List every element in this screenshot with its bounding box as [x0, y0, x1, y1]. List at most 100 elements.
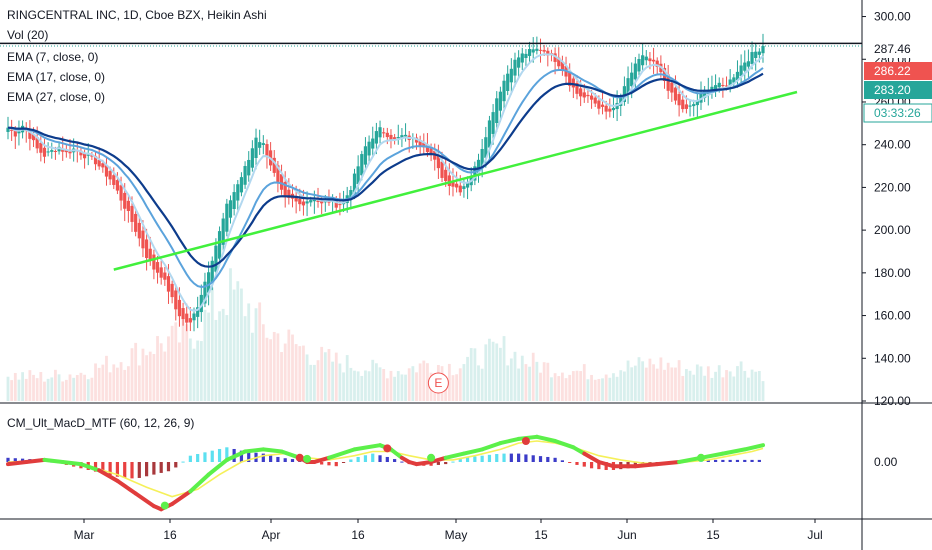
candle-body	[207, 272, 211, 293]
candle-body	[732, 77, 736, 83]
candle-body	[68, 151, 72, 154]
candle	[243, 161, 247, 189]
candle-body	[367, 141, 371, 156]
volume-bar	[531, 352, 535, 401]
candle-body	[247, 159, 251, 176]
candle	[258, 129, 262, 155]
candle-body	[754, 51, 758, 58]
trendline[interactable]	[113, 90, 798, 271]
volume-bar	[743, 370, 747, 401]
price-badge-text: 283.20	[874, 83, 911, 97]
candle-body	[761, 45, 765, 54]
indicator-tick-label: 0.00	[874, 455, 898, 469]
macd-histogram-bar	[371, 453, 375, 462]
volume-bar	[218, 311, 221, 401]
volume-bar	[757, 370, 761, 401]
candle	[185, 303, 189, 332]
candle	[498, 86, 502, 122]
volume-bar	[509, 358, 513, 401]
volume-bar	[633, 365, 637, 401]
candle	[254, 128, 258, 170]
candle-body	[491, 112, 495, 134]
candle-body	[53, 150, 58, 152]
candle-body	[681, 99, 685, 110]
volume-bar	[250, 332, 254, 401]
candle	[535, 36, 539, 55]
volume-bar	[458, 368, 462, 401]
candle	[64, 144, 68, 158]
candle	[692, 99, 696, 117]
macd-histogram-bar	[108, 462, 112, 476]
volume-bar	[309, 364, 313, 401]
candle-body	[651, 59, 656, 62]
candle-body	[170, 283, 174, 298]
candle	[710, 75, 714, 99]
volume-bar	[145, 355, 148, 401]
volume-bar	[415, 372, 418, 401]
candle-body	[553, 53, 557, 62]
macd-line-segment	[352, 443, 383, 452]
volume-bar	[342, 372, 345, 401]
volume-bar	[601, 378, 604, 401]
candle	[217, 226, 222, 266]
candle	[39, 131, 43, 162]
macd-line-segment	[261, 447, 284, 454]
volume-bar	[32, 374, 35, 401]
volume-bar	[21, 372, 24, 401]
ema-7-label: EMA (7, close, 0)	[7, 50, 99, 64]
volume-bar	[28, 370, 32, 401]
volume-bar	[108, 372, 112, 401]
volume-bar	[43, 381, 46, 401]
candle	[761, 33, 765, 63]
candle-body	[17, 131, 21, 134]
candle	[538, 38, 543, 63]
volume-bar	[50, 377, 54, 401]
candle	[695, 92, 699, 118]
volume-bar	[371, 359, 375, 401]
candle	[152, 249, 156, 280]
volume-bar	[706, 366, 710, 401]
volume-bar	[72, 377, 76, 401]
candle-body	[79, 150, 83, 156]
earnings-marker[interactable]: E	[427, 372, 449, 394]
candle-body	[177, 299, 182, 317]
volume-bar	[360, 375, 364, 401]
volume-bar	[582, 364, 586, 401]
candle-body	[476, 159, 481, 174]
cross-dot	[303, 454, 312, 463]
volume-bar	[571, 371, 575, 401]
candle-body	[451, 180, 455, 187]
candle-body	[517, 57, 521, 68]
candle	[506, 65, 510, 96]
volume-bar	[287, 329, 291, 401]
volume-bar	[560, 372, 564, 401]
macd-line-segment	[6, 460, 29, 467]
volume-bar	[524, 364, 528, 401]
macd-histogram-bar	[115, 462, 120, 477]
price-tick-label: 300.00	[874, 10, 911, 24]
volume-bar	[393, 376, 397, 401]
price-badge-bg	[864, 81, 932, 99]
candle-body	[327, 201, 331, 203]
candle-body	[356, 166, 360, 185]
volume-bar	[137, 365, 141, 401]
macd-line-segment	[312, 455, 331, 464]
volume-bar	[546, 362, 550, 401]
candle-body	[64, 150, 68, 153]
candle	[126, 194, 130, 223]
candle-body	[695, 100, 699, 106]
candle-body	[608, 108, 612, 112]
macd-histogram-bar	[597, 462, 601, 470]
ema-line-7	[7, 53, 764, 312]
price-badge-bg	[863, 103, 932, 123]
candle-body	[130, 205, 134, 222]
candle-body	[396, 137, 400, 139]
candle	[622, 76, 627, 106]
volume-bar	[714, 371, 717, 401]
candle	[455, 171, 459, 193]
volume-bar	[502, 336, 506, 401]
candle	[207, 261, 211, 306]
volume-bar	[35, 378, 39, 401]
volume-bar	[188, 338, 192, 401]
